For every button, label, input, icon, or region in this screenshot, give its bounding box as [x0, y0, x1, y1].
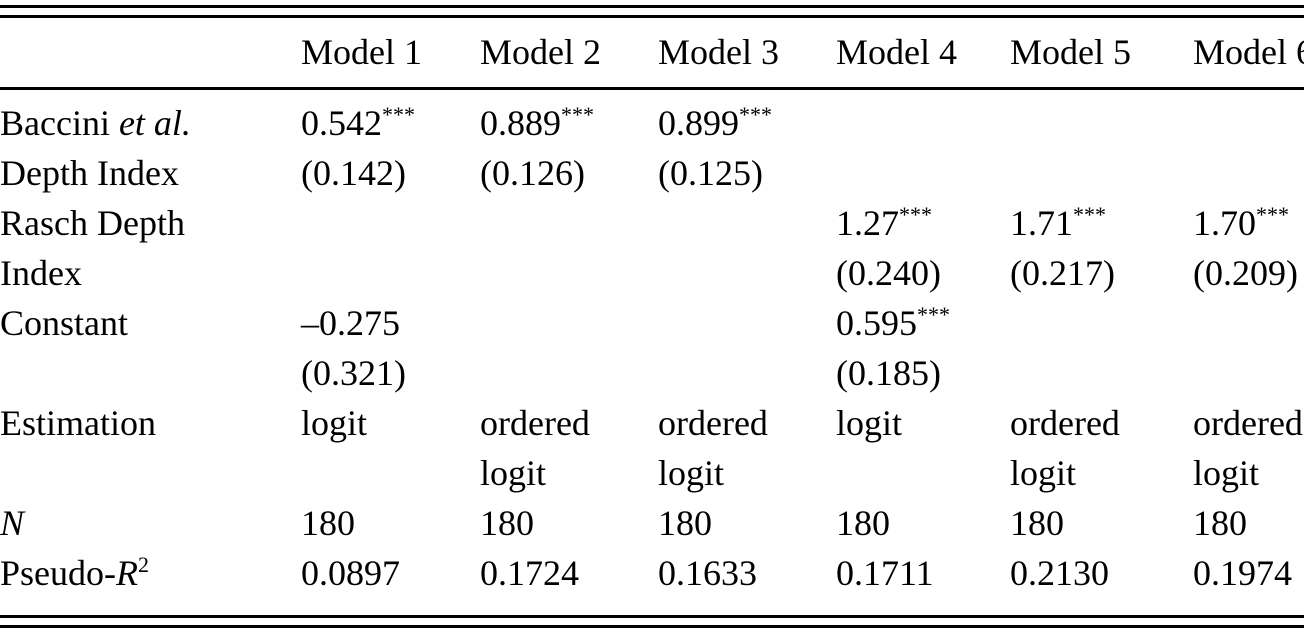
cell: (0.185) — [836, 352, 941, 393]
cell: 0.1711 — [836, 552, 934, 593]
cell — [1010, 298, 1193, 348]
row-label: Pseudo-R2 — [0, 551, 149, 593]
cell: (0.240) — [836, 252, 941, 293]
cell — [1193, 88, 1304, 148]
cell: 0.595*** — [836, 301, 950, 343]
cell — [1193, 298, 1304, 348]
table-body: Baccini et al. 0.542*** 0.889*** 0.899**… — [0, 88, 1304, 615]
cell: –0.275 — [301, 302, 400, 343]
table-row-constant-coef: Constant –0.275 0.595*** — [0, 298, 1304, 348]
cell: 180 — [1010, 502, 1064, 543]
cell: logit — [1193, 452, 1260, 493]
row-label — [0, 448, 301, 498]
cell: (0.125) — [658, 152, 763, 193]
row-label: Estimation — [0, 402, 156, 443]
row-label — [0, 348, 301, 398]
cell: 0.2130 — [1010, 552, 1109, 593]
column-header-model-1: Model 1 — [301, 32, 422, 73]
cell: (0.126) — [480, 152, 585, 193]
cell: (0.209) — [1193, 252, 1298, 293]
table-row-baccini-se: Depth Index (0.142) (0.126) (0.125) — [0, 148, 1304, 198]
cell — [658, 248, 836, 298]
cell: 0.542*** — [301, 101, 415, 143]
cell: ordered — [1193, 402, 1303, 443]
table-row-estimation-line1: Estimation logit ordered ordered logit o… — [0, 398, 1304, 448]
table-header: Model 1 Model 2 Model 3 Model 4 Model 5 … — [0, 18, 1304, 88]
cell — [1010, 348, 1193, 398]
cell: 180 — [480, 502, 534, 543]
cell — [480, 198, 658, 248]
cell — [658, 348, 836, 398]
cell — [301, 198, 480, 248]
cell: logit — [1010, 452, 1077, 493]
column-header-model-2: Model 2 — [480, 32, 601, 73]
cell: 1.71*** — [1010, 201, 1106, 243]
table-row-estimation-line2: logit logit logit logit — [0, 448, 1304, 498]
cell: 0.889*** — [480, 101, 594, 143]
cell: 0.1724 — [480, 552, 579, 593]
cell — [480, 348, 658, 398]
cell: 180 — [658, 502, 712, 543]
column-header-model-5: Model 5 — [1010, 32, 1131, 73]
cell: logit — [658, 452, 725, 493]
cell: 0.899*** — [658, 101, 772, 143]
cell: logit — [836, 402, 903, 443]
cell: (0.217) — [1010, 252, 1115, 293]
row-label: N — [0, 502, 25, 543]
cell — [1193, 148, 1304, 198]
cell: 0.1633 — [658, 552, 757, 593]
cell: logit — [301, 402, 368, 443]
table-row-rasch-se: Index (0.240) (0.217) (0.209) — [0, 248, 1304, 298]
cell — [1193, 348, 1304, 398]
cell: logit — [480, 452, 547, 493]
cell: ordered — [1010, 402, 1120, 443]
cell — [658, 198, 836, 248]
cell: ordered — [480, 402, 590, 443]
column-header-model-4: Model 4 — [836, 32, 957, 73]
table-row-pseudo-r2: Pseudo-R2 0.0897 0.1724 0.1633 0.1711 0.… — [0, 548, 1304, 615]
row-label: Depth Index — [0, 152, 179, 193]
row-label: Constant — [0, 302, 129, 343]
cell: 180 — [301, 502, 355, 543]
column-header-model-3: Model 3 — [658, 32, 779, 73]
cell — [836, 88, 1010, 148]
cell: 1.70*** — [1193, 201, 1289, 243]
cell: 0.0897 — [301, 552, 400, 593]
cell — [301, 448, 480, 498]
cell — [836, 148, 1010, 198]
cell — [658, 298, 836, 348]
column-header-model-6: Model 6 — [1193, 32, 1304, 73]
cell: (0.321) — [301, 352, 406, 393]
row-label: Baccini et al. — [0, 102, 191, 143]
cell — [480, 248, 658, 298]
regression-table: Model 1 Model 2 Model 3 Model 4 Model 5 … — [0, 18, 1304, 615]
cell — [1010, 88, 1193, 148]
cell — [836, 448, 1010, 498]
cell: 180 — [836, 502, 890, 543]
table-row-n: N 180 180 180 180 180 180 — [0, 498, 1304, 548]
cell — [1010, 148, 1193, 198]
header-row: Model 1 Model 2 Model 3 Model 4 Model 5 … — [0, 18, 1304, 88]
cell: (0.142) — [301, 152, 406, 193]
header-empty-cell — [0, 18, 301, 88]
row-label: Index — [0, 252, 82, 293]
table-row-constant-se: (0.321) (0.185) — [0, 348, 1304, 398]
cell: 0.1974 — [1193, 552, 1292, 593]
table-row-baccini-coef: Baccini et al. 0.542*** 0.889*** 0.899**… — [0, 88, 1304, 148]
cell: 1.27*** — [836, 201, 932, 243]
table-row-rasch-coef: Rasch Depth 1.27*** 1.71*** 1.70*** — [0, 198, 1304, 248]
table-bottom-rule — [0, 614, 1304, 628]
cell: ordered — [658, 402, 768, 443]
row-label: Rasch Depth — [0, 202, 185, 243]
cell — [301, 248, 480, 298]
table-top-rule — [0, 5, 1304, 18]
cell: 180 — [1193, 502, 1247, 543]
cell — [480, 298, 658, 348]
